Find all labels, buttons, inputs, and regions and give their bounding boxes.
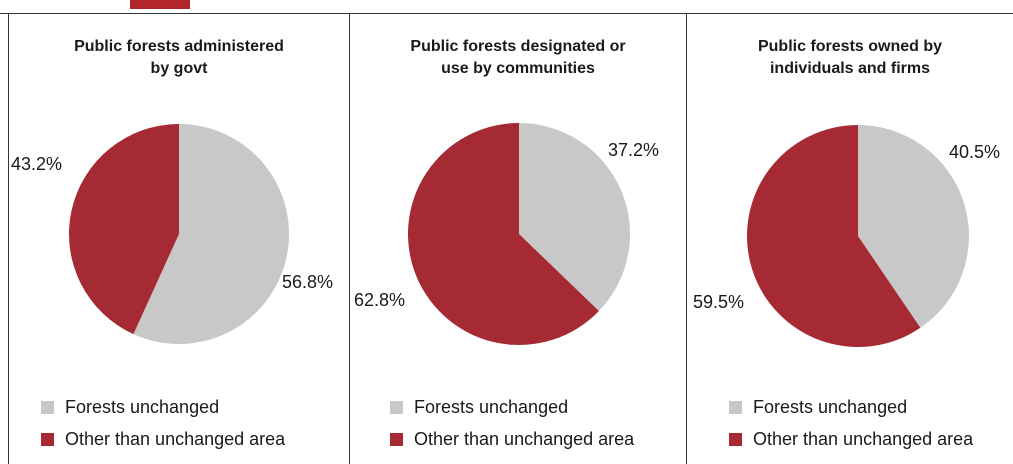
legend-swatch-other	[41, 433, 54, 446]
pie-slice-unchanged	[519, 123, 631, 311]
legend-label-other: Other than unchanged area	[414, 429, 635, 449]
pie-panel-communities: Public forests designated or use by comm…	[350, 14, 686, 464]
legend-label-other: Other than unchanged area	[65, 429, 286, 449]
divider-1	[349, 13, 350, 464]
top-banner	[0, 0, 1013, 16]
legend-swatch-other	[390, 433, 403, 446]
slice-label-unchanged: 56.8%	[282, 272, 334, 292]
pie-chart	[408, 123, 631, 345]
legend-label-unchanged: Forests unchanged	[65, 397, 220, 417]
slice-label-other: 43.2%	[11, 154, 63, 174]
divider-left	[8, 13, 9, 464]
chart-title: Public forests owned by individuals and …	[687, 36, 1013, 80]
pie-chart	[69, 124, 290, 344]
legend-label-unchanged: Forests unchanged	[753, 397, 908, 417]
header-rule	[0, 13, 1013, 14]
slice-label-other: 62.8%	[354, 290, 406, 310]
chart-title-line-2: individuals and firms	[769, 60, 931, 77]
pie-slice-other	[69, 124, 179, 335]
chart-title-line-1: Public forests owned by	[757, 38, 943, 55]
pie-slice-unchanged	[858, 125, 970, 328]
legend-swatch-unchanged	[390, 401, 403, 414]
chart-title: Public forests administered by govt	[9, 36, 349, 80]
pie-slice-unchanged	[133, 124, 290, 344]
slice-label-unchanged: 40.5%	[949, 142, 1001, 162]
divider-2	[686, 13, 687, 464]
chart-title-line-1: Public forests designated or	[410, 38, 626, 55]
pie-panel-individuals: Public forests owned by individuals and …	[687, 14, 1013, 464]
legend-label-unchanged: Forests unchanged	[414, 397, 569, 417]
pie-slice-other	[408, 123, 599, 345]
chart-title-line-2: use by communities	[441, 60, 595, 77]
pie-chart	[747, 125, 970, 347]
pie-slice-other	[747, 125, 921, 347]
legend-swatch-unchanged	[729, 401, 742, 414]
slice-label-unchanged: 37.2%	[608, 140, 660, 160]
chart-title: Public forests designated or use by comm…	[350, 36, 686, 80]
chart-title-line-2: by govt	[150, 60, 208, 77]
legend-swatch-other	[729, 433, 742, 446]
chart-title-line-1: Public forests administered	[74, 38, 284, 55]
pie-panel-govt: Public forests administered by govt 43.2…	[9, 14, 349, 464]
header-accent-bar	[130, 0, 190, 9]
legend-swatch-unchanged	[41, 401, 54, 414]
slice-label-other: 59.5%	[693, 292, 745, 312]
legend-label-other: Other than unchanged area	[753, 429, 974, 449]
